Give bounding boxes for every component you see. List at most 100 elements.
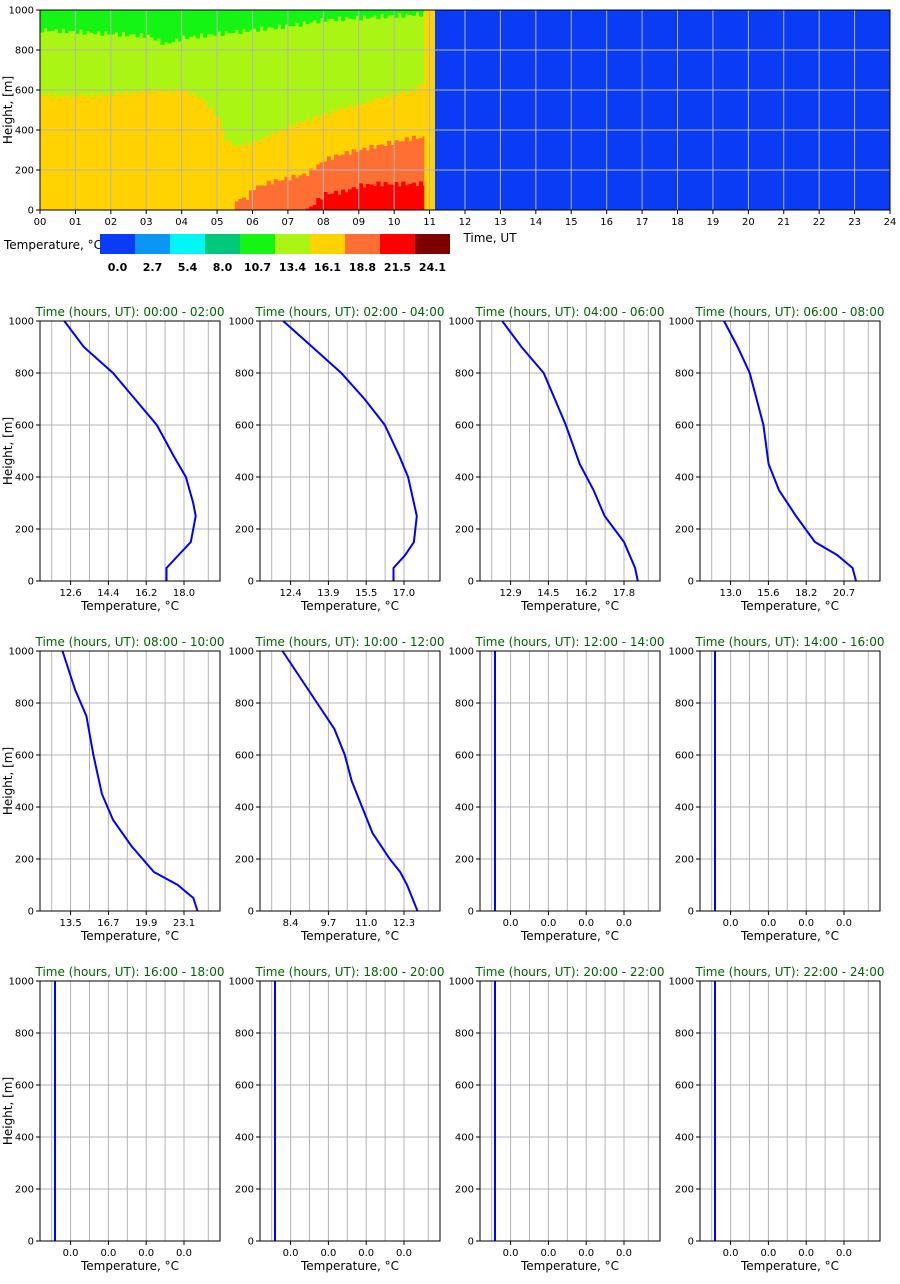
y-tick-label: 200 [675, 525, 694, 536]
y-tick-label: 400 [675, 803, 694, 814]
heatmap-cell [323, 191, 328, 210]
panel-title: Time (hours, UT): 10:00 - 12:00 [254, 635, 444, 649]
heatmap-cell [245, 10, 250, 142]
heatmap-layer [305, 181, 427, 210]
heatmap-cell [372, 148, 378, 210]
plot-frame [259, 650, 441, 912]
profile-panel: Time (hours, UT): 10:00 - 12:00 8.4 9.7 11.… [229, 635, 445, 943]
x-tick-label: 19 [707, 217, 720, 228]
heatmap-cell [238, 198, 243, 210]
y-tick-label: 1000 [669, 317, 694, 328]
colorbar-label: 21.5 [384, 261, 411, 274]
heatmap-cell [280, 180, 285, 210]
y-tick-label: 800 [15, 1029, 34, 1040]
heatmap-cell [355, 189, 360, 210]
heatmap-cell [110, 10, 115, 35]
x-tick-label: 16.2 [575, 588, 597, 599]
y-axis-label: Height, [m] [1, 76, 15, 144]
heatmap-cell [408, 141, 413, 210]
heatmap-cell [351, 187, 356, 210]
y-tick-label: 400 [455, 473, 474, 484]
heatmap-cell [295, 10, 300, 23]
x-tick-label: 20 [742, 217, 755, 228]
colorbar-label: 5.4 [178, 261, 198, 274]
x-tick-label: 18 [671, 217, 684, 228]
heatmap-cell [252, 10, 257, 29]
heatmap-cell [266, 180, 271, 210]
heatmap-cell [341, 10, 346, 108]
x-tick-label: 0.0 [396, 1248, 412, 1259]
heatmap-cell [319, 10, 324, 116]
heatmap-cell [358, 183, 363, 210]
heatmap-cell [415, 139, 420, 210]
heatmap-cell [284, 10, 289, 25]
x-axis-label: Temperature, °C [80, 599, 179, 613]
heatmap-cell [256, 185, 261, 210]
y-tick-label: 400 [675, 473, 694, 484]
heatmap-cell [365, 10, 370, 100]
heatmap-cell [302, 10, 307, 22]
heatmap-cell [309, 10, 314, 122]
heatmap-cell [309, 10, 314, 23]
x-tick-label: 15.6 [757, 588, 779, 599]
y-tick-label: 1000 [229, 317, 254, 328]
panel-title: Time (hours, UT): 14:00 - 16:00 [694, 635, 884, 649]
x-tick-label: 12.6 [59, 588, 81, 599]
heatmap-cell [188, 10, 193, 96]
colorbar-swatch [100, 234, 135, 254]
heatmap-cell [206, 10, 211, 35]
temperature-profile-line [282, 320, 418, 581]
heatmap-cell [316, 164, 321, 210]
heatmap-cell [277, 10, 282, 25]
heatmap-cell [404, 137, 409, 210]
heatmap-cell [362, 10, 367, 16]
x-tick-label: 00 [34, 217, 47, 228]
heatmap-cell [263, 10, 268, 136]
profile-panel: Time (hours, UT): 00:00 - 02:00 12.6 14.4 1… [1, 305, 225, 613]
heatmap-cell [156, 10, 162, 89]
y-tick-label: 600 [675, 421, 694, 432]
heatmap-cell [390, 184, 395, 210]
heatmap-cell [192, 10, 197, 36]
heatmap-cell [337, 10, 342, 17]
y-tick-label: 0 [468, 577, 474, 588]
heatmap-cell [387, 10, 392, 98]
heatmap-cell [408, 10, 413, 16]
heatmap-cell [394, 140, 399, 210]
heatmap-cell [153, 10, 158, 41]
y-tick-label: 1000 [449, 647, 474, 658]
heatmap-cell [316, 198, 321, 210]
heatmap-cell [54, 10, 59, 94]
heatmap-layer [40, 10, 427, 45]
heatmap-cell [241, 10, 247, 29]
heatmap-cell [418, 138, 424, 210]
y-tick-label: 600 [15, 421, 34, 432]
heatmap-cell [369, 10, 374, 103]
heatmap-cell [298, 175, 303, 210]
heatmap-cell [380, 10, 385, 98]
heatmap-cell [171, 10, 176, 93]
heatmap-cell [280, 10, 285, 129]
y-tick-label: 1000 [449, 317, 474, 328]
panel-title: Time (hours, UT): 20:00 - 22:00 [474, 965, 664, 979]
heatmap-cell [252, 10, 257, 140]
heatmap-cell [192, 10, 197, 93]
heatmap-cell [323, 161, 328, 210]
heatmap-cell [291, 174, 296, 210]
x-tick-label: 0.0 [798, 918, 814, 929]
heatmap-cell [54, 10, 59, 30]
x-tick-label: 0.0 [358, 1248, 374, 1259]
x-tick-label: 22 [813, 217, 826, 228]
colorbar-label: 24.1 [419, 261, 446, 274]
profile-panel: Time (hours, UT): 18:00 - 20:00 0.0 0.0 0.0… [229, 965, 445, 1273]
heatmap-cell [167, 10, 172, 88]
heatmap-cell [50, 10, 55, 31]
x-tick-label: 12 [459, 217, 472, 228]
heatmap-cell [245, 10, 250, 33]
x-tick-label: 0.0 [503, 918, 519, 929]
y-tick-label: 200 [235, 1185, 254, 1196]
heatmap-cell [153, 10, 158, 92]
x-tick-label: 16.2 [135, 588, 157, 599]
plot-frame [259, 980, 441, 1242]
y-tick-label: 1000 [9, 6, 34, 17]
